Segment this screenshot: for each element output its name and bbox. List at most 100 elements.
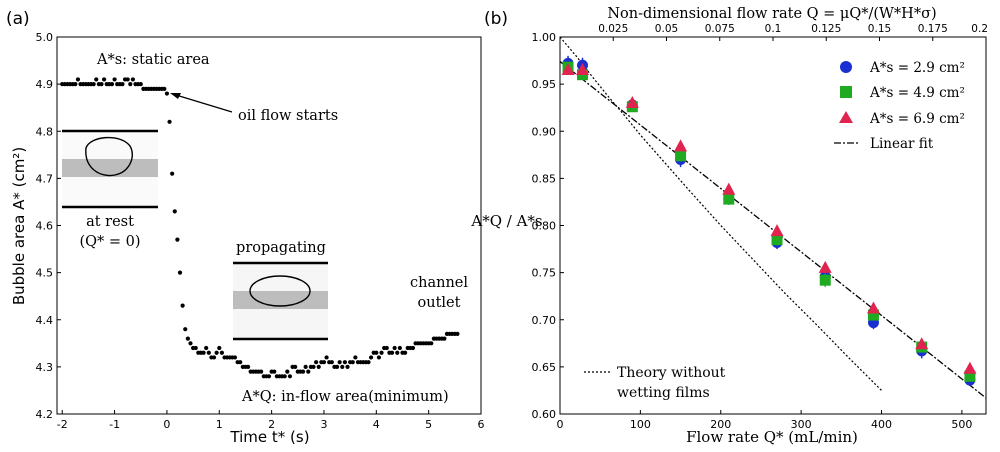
data-point <box>337 360 342 365</box>
theory-label-1: Theory without <box>617 365 726 381</box>
panel-b-xlabel: Flow rate Q* (mL/min) <box>686 428 858 446</box>
data-point <box>316 364 321 369</box>
panel-a-label: (a) <box>6 9 30 29</box>
legend-triangle-marker <box>839 111 853 123</box>
legend-linear-fit: Linear fit <box>870 136 934 152</box>
data-point <box>125 77 130 82</box>
y-tick-label: 1.00 <box>532 31 557 44</box>
y-tick-label: 4.2 <box>36 408 54 421</box>
x-tick-label: 4 <box>373 418 380 431</box>
y-tick-label: 4.4 <box>36 314 54 327</box>
data-point <box>392 345 397 351</box>
panel-a: (a) -2 -1 0 1 2 3 4 5 6 4.2 4.3 4.4 4.5 4.6 4.7 4.8 4.9 5… <box>6 9 485 446</box>
data-point <box>94 77 99 82</box>
data-point <box>342 360 348 365</box>
data-point <box>345 364 350 369</box>
data-point <box>366 360 371 365</box>
y-tick-label: 0.65 <box>532 361 557 374</box>
oil-flow-arrow-head <box>170 93 181 99</box>
data-point <box>175 237 180 242</box>
legend-square-marker <box>840 86 852 98</box>
data-point <box>353 355 358 360</box>
data-point <box>75 77 81 82</box>
y-tick-label: 4.9 <box>36 78 54 91</box>
legend-series-2: A*s = 4.9 cm² <box>869 85 965 101</box>
x-tick-label: 500 <box>951 418 972 431</box>
data-point <box>177 270 183 275</box>
data-point <box>368 355 374 360</box>
data-point <box>306 369 311 374</box>
data-point-triangle <box>625 95 639 108</box>
panel-a-ylabel: Bubble area A* (cm²) <box>10 147 28 305</box>
x-tick-label: 100 <box>630 418 651 431</box>
data-point <box>185 336 190 341</box>
data-point <box>172 209 177 214</box>
top-tick-label: 0.2 <box>971 23 988 35</box>
data-point <box>311 364 316 369</box>
data-point <box>180 303 185 308</box>
at-rest-label: at rest <box>86 214 134 230</box>
y-tick-label: 0.70 <box>532 314 557 327</box>
data-point <box>217 345 222 351</box>
data-point-square <box>675 150 687 162</box>
panel-b-lines <box>560 37 986 399</box>
data-point <box>188 341 193 346</box>
data-point <box>259 369 264 374</box>
data-point-triangle <box>915 337 929 350</box>
data-point <box>73 82 78 87</box>
inset-propagating-image <box>233 261 328 341</box>
data-point-triangle <box>561 62 575 75</box>
data-point <box>282 374 287 379</box>
data-point <box>340 364 345 369</box>
data-point-triangle <box>576 62 590 75</box>
data-point-square <box>867 309 879 321</box>
top-tick-label: 0.15 <box>868 23 891 35</box>
x-tick-label: 6 <box>478 418 485 431</box>
data-point <box>455 331 460 336</box>
data-point <box>102 77 107 82</box>
top-tick-label: 0.175 <box>918 23 948 35</box>
data-point <box>379 350 384 355</box>
data-point <box>211 355 217 360</box>
data-point-triangle <box>818 260 832 273</box>
x-tick-label: 2 <box>268 418 275 431</box>
data-point-square <box>819 274 831 286</box>
data-point <box>384 345 389 351</box>
data-point <box>245 364 251 369</box>
theory-label-2: wetting films <box>617 385 710 401</box>
y-tick-label: 4.8 <box>36 125 54 138</box>
data-point <box>321 360 327 365</box>
x-tick-label: 200 <box>710 418 731 431</box>
y-tick-label: 0.95 <box>532 78 557 91</box>
x-tick-label: 400 <box>871 418 892 431</box>
data-point <box>374 350 379 355</box>
data-point <box>232 355 238 360</box>
data-point <box>162 86 167 91</box>
data-point <box>350 360 355 365</box>
theory-curve <box>560 37 882 391</box>
data-point-square <box>723 193 735 205</box>
y-tick-label: 0.90 <box>532 125 557 138</box>
data-point <box>324 355 329 360</box>
data-point <box>167 119 172 124</box>
legend: A*s = 2.9 cm² A*s = 4.9 cm² A*s = 6.9 cm… <box>834 60 965 152</box>
data-point <box>293 364 298 369</box>
y-tick-label: 0.85 <box>532 172 557 185</box>
oil-flow-label: oil flow starts <box>238 108 338 124</box>
panel-a-data-points <box>60 77 460 379</box>
x-tick-label: -1 <box>109 418 120 431</box>
panel-b-data-points <box>561 55 977 386</box>
data-point <box>99 82 104 87</box>
panel-b-ylabel: A*Q / A*s <box>470 212 542 230</box>
x-tick-label: 1 <box>216 418 223 431</box>
data-point <box>120 82 125 87</box>
data-point <box>314 360 319 365</box>
data-point <box>112 77 117 82</box>
data-point <box>397 345 402 351</box>
data-point-triangle <box>770 224 784 237</box>
y-tick-label: 4.5 <box>36 267 54 280</box>
inflow-area-label: A*Q: in-flow area(minimum) <box>241 389 449 405</box>
data-point <box>164 91 170 96</box>
data-point <box>376 355 382 360</box>
